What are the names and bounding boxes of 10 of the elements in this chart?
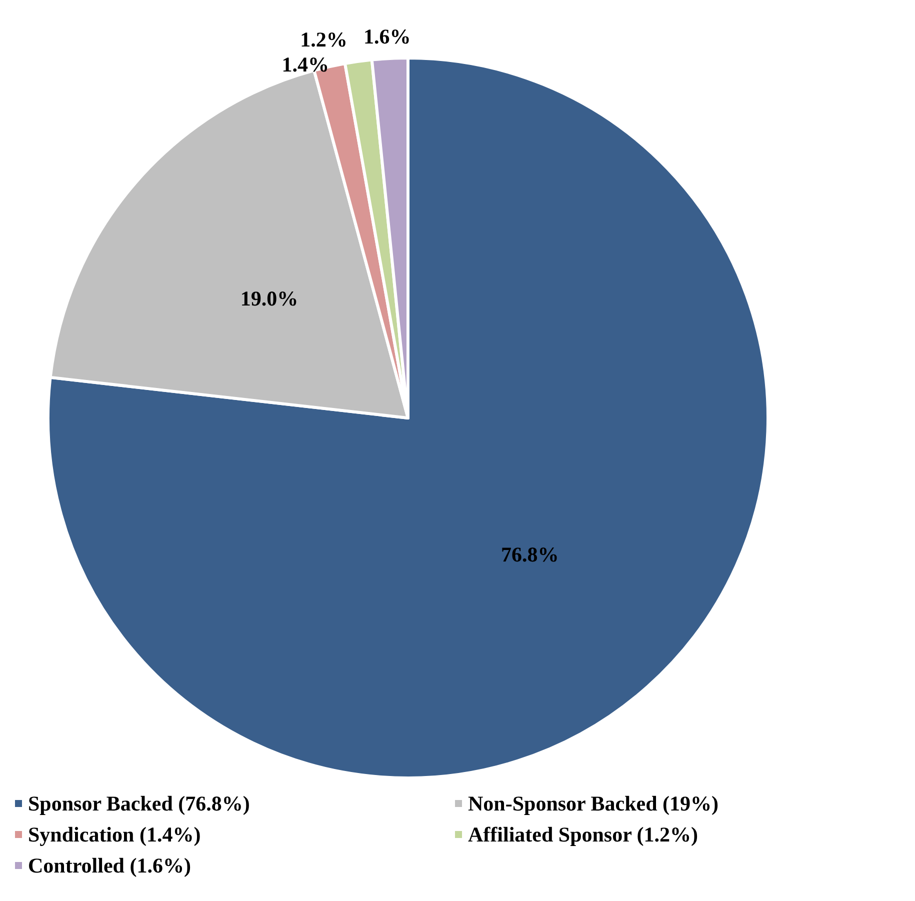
data-label: 1.2% — [300, 28, 348, 52]
data-label: 76.8% — [501, 542, 559, 567]
legend-label: Sponsor Backed (76.8%) — [28, 792, 250, 816]
data-label: 1.6% — [364, 24, 411, 48]
data-label: 19.0% — [240, 286, 298, 311]
legend-label: Non-Sponsor Backed (19%) — [468, 792, 718, 816]
data-label: 1.4% — [282, 52, 330, 77]
legend-label: Syndication (1.4%) — [28, 822, 201, 846]
legend-label: Controlled (1.6%) — [28, 854, 191, 878]
legend-label: Affiliated Sponsor (1.2%) — [468, 822, 698, 846]
